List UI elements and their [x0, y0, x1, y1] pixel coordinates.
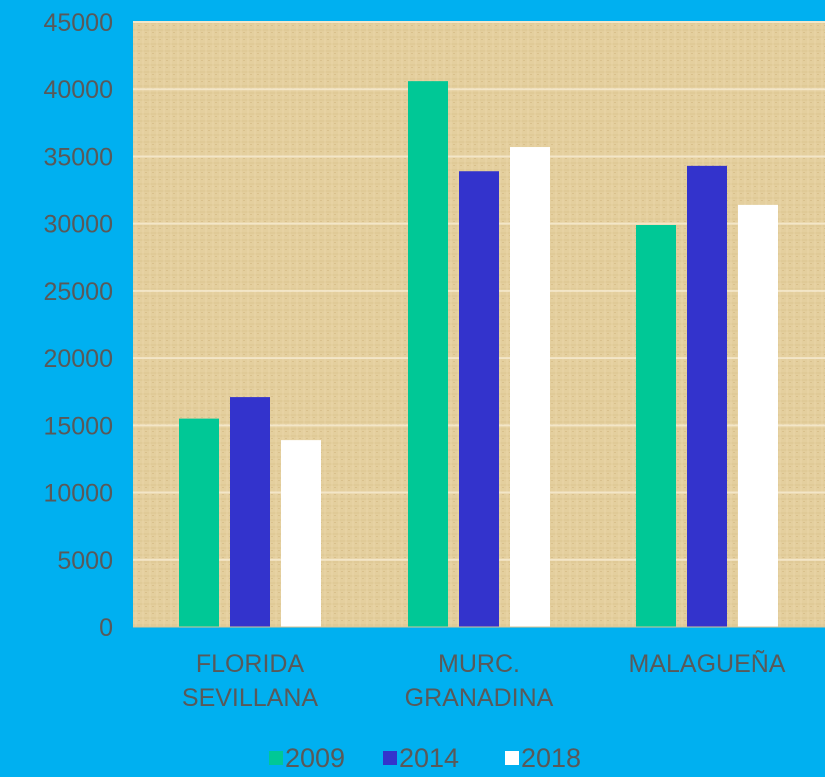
y-tick-label: 10000: [43, 480, 113, 508]
x-category-label: MURC.: [438, 650, 520, 678]
legend-swatch-2018: [505, 751, 519, 765]
legend-label: 2014: [399, 743, 459, 773]
x-axis: FLORIDA SEVILLANA MURC. GRANADINA MALAGUEÑA: [182, 649, 786, 712]
x-category-label: GRANADINA: [405, 684, 554, 712]
y-tick-label: 20000: [43, 345, 113, 373]
y-tick-label: 5000: [57, 547, 113, 575]
x-category-label: MALAGUEÑA: [629, 649, 786, 678]
y-tick-label: 25000: [43, 278, 113, 306]
y-axis: 0 5000 10000 15000 20000 25000 30000 35000 40000…: [43, 9, 113, 642]
bar-2018-2: [738, 204, 778, 627]
bar-2009-2: [636, 225, 676, 627]
y-tick-label: 40000: [43, 76, 113, 104]
bar-2014-2: [687, 165, 727, 627]
legend-label: 2009: [285, 743, 345, 773]
y-tick-label: 30000: [43, 211, 113, 239]
bar-2018-0: [281, 440, 321, 627]
y-tick-label: 15000: [43, 412, 113, 440]
y-tick-label: 35000: [43, 143, 113, 171]
bars: [179, 81, 778, 628]
y-tick-label: 45000: [43, 9, 113, 37]
bar-2014-1: [459, 171, 499, 627]
legend-swatch-2009: [269, 751, 283, 765]
y-tick-label: 0: [99, 614, 113, 642]
x-category-label: SEVILLANA: [182, 684, 319, 712]
bar-2014-0: [230, 397, 270, 627]
legend: 2009 2014 2018: [269, 743, 581, 773]
bar-2009-1: [408, 81, 448, 627]
legend-swatch-2014: [383, 751, 397, 765]
legend-label: 2018: [521, 743, 581, 773]
x-category-label: FLORIDA: [196, 650, 305, 678]
bar-2009-0: [179, 418, 219, 627]
bar-2018-1: [510, 147, 550, 628]
